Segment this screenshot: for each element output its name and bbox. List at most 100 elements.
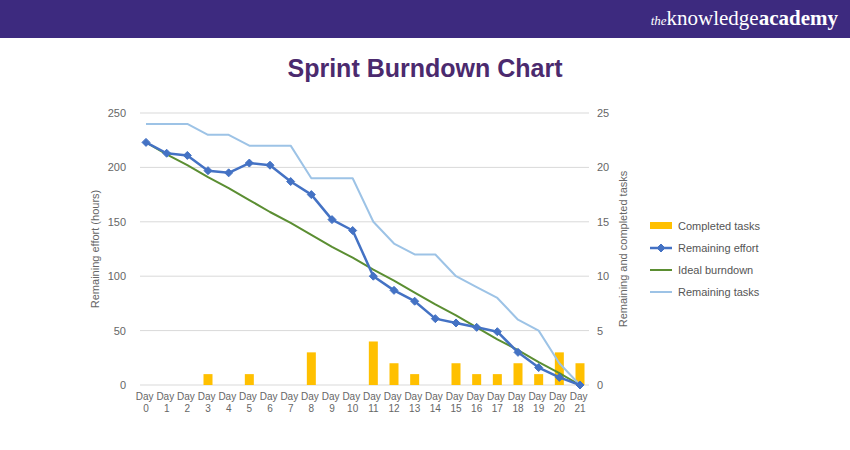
x-tick-label-line: Day: [425, 391, 446, 402]
x-tick-label-line: Day: [342, 391, 363, 402]
legend-label: Completed tasks: [678, 220, 760, 232]
header-bar: [0, 0, 850, 38]
marker: [431, 315, 439, 323]
marker: [204, 167, 212, 175]
logo-part: academy: [759, 6, 839, 30]
x-tick-label-line: 6: [267, 403, 273, 414]
x-tick-label: Day 21: [570, 391, 591, 414]
y2-tick-mark: [588, 385, 589, 386]
x-tick-label-line: Day: [218, 391, 239, 402]
y2-tick-mark: [588, 276, 589, 277]
y2-tick-label: 20: [597, 161, 609, 173]
line: [146, 142, 580, 385]
marker: [266, 161, 274, 169]
y2-tick-mark: [588, 330, 589, 331]
x-tick-label: Day 12: [384, 391, 405, 414]
x-tick-label-line: Day: [549, 391, 570, 402]
x-tick-label-line: Day: [322, 391, 343, 402]
bar: [224, 385, 233, 386]
x-tick-label: Day 7: [280, 391, 301, 414]
marker: [493, 328, 501, 336]
legend-swatch: [650, 222, 672, 229]
y-tick-label: 100: [108, 270, 126, 282]
legend-label: Remaining effort: [678, 242, 759, 254]
bar: [266, 385, 275, 386]
x-tick-label: Day 20: [549, 391, 570, 414]
marker: [307, 191, 315, 199]
marker: [390, 286, 398, 294]
x-tick-label-line: 17: [492, 403, 504, 414]
x-tick-label-line: Day: [404, 391, 425, 402]
marker: [287, 178, 295, 186]
x-tick-label-line: Day: [301, 391, 322, 402]
x-tick-label-line: Day: [280, 391, 301, 402]
x-tick-label: Day 15: [446, 391, 467, 414]
chart-canvas: theknowledgeacademySprint Burndown Chart…: [0, 0, 850, 450]
bar: [472, 374, 481, 385]
grid-line: [140, 113, 588, 114]
y2-tick-label: 10: [597, 270, 609, 282]
x-tick-label-line: Day: [177, 391, 198, 402]
logo-part: knowledge: [667, 6, 759, 30]
marker: [576, 381, 584, 389]
x-tick-label: Day 1: [156, 391, 177, 414]
x-tick-label-line: Day: [466, 391, 487, 402]
x-tick-label-line: Day: [363, 391, 384, 402]
marker: [452, 319, 460, 327]
marker: [411, 297, 419, 305]
x-tick-label-line: 9: [329, 403, 335, 414]
y2-tick-mark: [588, 221, 589, 222]
x-tick-label-line: 2: [185, 403, 191, 414]
x-tick-label-line: 13: [409, 403, 421, 414]
bar: [431, 385, 440, 386]
x-tick-label: Day 13: [404, 391, 425, 414]
x-tick-label: Day 9: [322, 391, 343, 414]
bar: [348, 385, 357, 386]
grid-line: [140, 221, 588, 222]
y-tick-label: 250: [108, 107, 126, 119]
legend: Completed tasksRemaining effortIdeal bur…: [650, 220, 760, 298]
bar: [493, 374, 502, 385]
x-tick-label-line: Day: [198, 391, 219, 402]
x-tick-label: Day 18: [508, 391, 529, 414]
marker: [349, 227, 357, 235]
x-tick-label-line: 8: [309, 403, 315, 414]
x-tick-label: Day 10: [342, 391, 363, 414]
y-tick-label: 50: [114, 325, 126, 337]
x-tick-label-line: Day: [528, 391, 549, 402]
bar: [328, 385, 337, 386]
x-tick-label: Day 6: [260, 391, 281, 414]
x-tick-label-line: 16: [471, 403, 483, 414]
x-tick-label-line: Day: [136, 391, 157, 402]
x-tick-label-line: 15: [450, 403, 462, 414]
bar: [514, 363, 523, 385]
marker: [555, 373, 563, 381]
x-tick-label: Day 3: [198, 391, 219, 414]
legend-marker: [657, 244, 665, 252]
y2-tick-label: 0: [597, 379, 603, 391]
y2-tick-label: 5: [597, 325, 603, 337]
y2-tick-mark: [588, 113, 589, 114]
background: [0, 0, 850, 450]
x-tick-label: Day 2: [177, 391, 198, 414]
x-tick-label-line: 4: [226, 403, 232, 414]
x-tick-label-line: Day: [156, 391, 177, 402]
y2-tick-label: 25: [597, 107, 609, 119]
marker: [328, 216, 336, 224]
marker: [163, 149, 171, 157]
bar: [369, 341, 378, 385]
x-tick-label: Day 4: [218, 391, 239, 414]
y-axis-title: Remaining effort (hours): [89, 190, 101, 308]
line: [146, 142, 580, 385]
y2-tick-mark: [588, 167, 589, 168]
x-tick-label-line: 14: [430, 403, 442, 414]
bar: [390, 363, 399, 385]
x-tick-label: Day 17: [487, 391, 508, 414]
x-tick-label-line: Day: [487, 391, 508, 402]
marker: [142, 138, 150, 146]
logo-part: the: [651, 13, 667, 28]
bar: [245, 374, 254, 385]
x-tick-label-line: 0: [143, 403, 149, 414]
grid-line: [140, 276, 588, 277]
x-tick-label-line: 20: [554, 403, 566, 414]
